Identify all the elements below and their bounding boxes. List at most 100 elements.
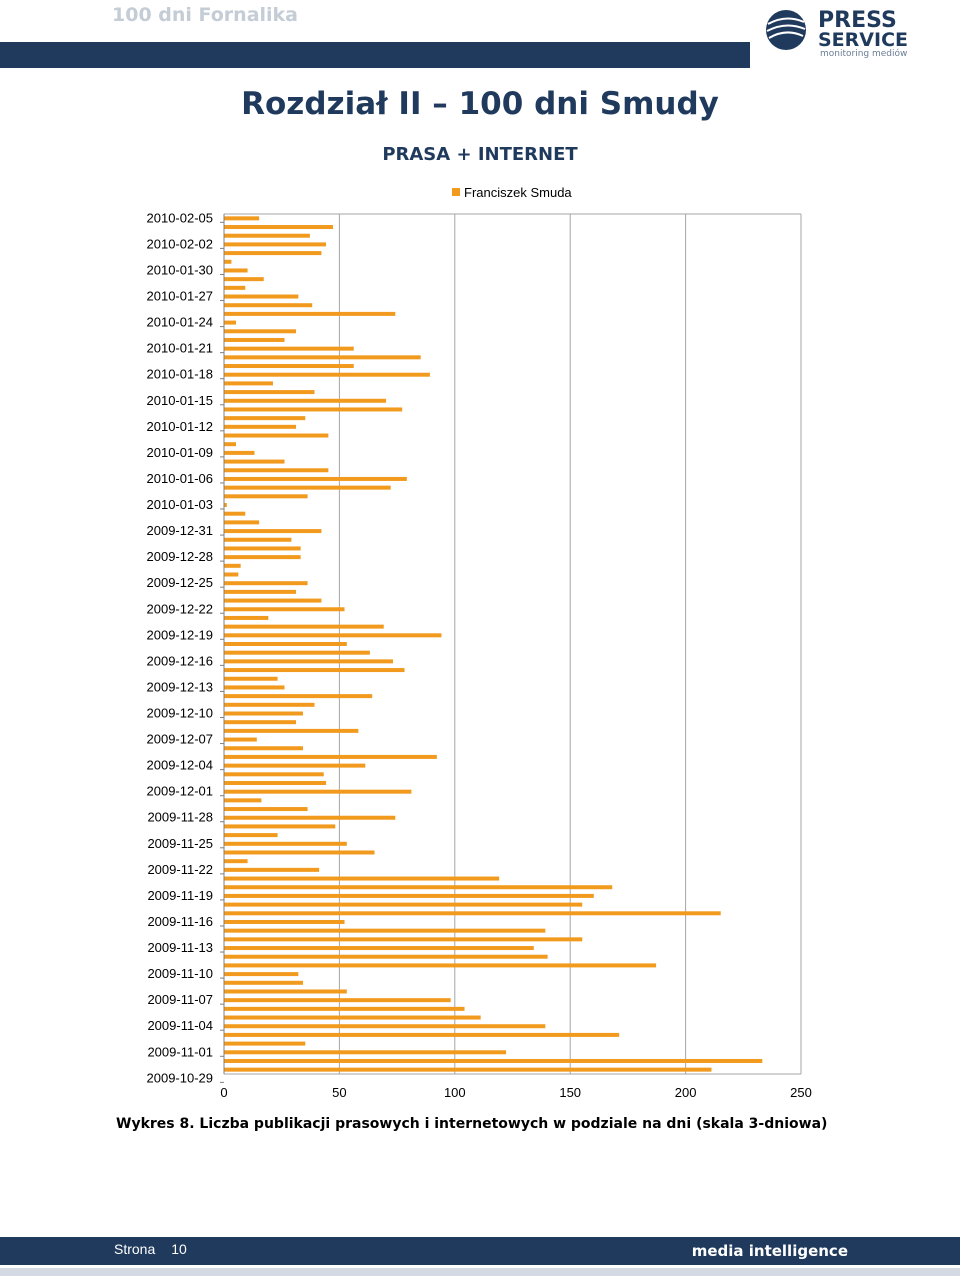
bar <box>224 615 269 620</box>
bar <box>224 676 278 681</box>
bar <box>224 346 354 351</box>
bar <box>224 633 442 638</box>
bar <box>224 754 437 759</box>
footer-brand: media intelligence <box>691 1242 848 1260</box>
y-tick-label: 2010-01-12 <box>147 419 214 434</box>
bar <box>224 954 548 959</box>
y-tick-label: 2010-01-24 <box>147 315 214 330</box>
bar <box>224 737 257 742</box>
chart-labels: 0 50 100 150 200 250 2010-02-05 2010-02-02 2010-… <box>147 210 812 1100</box>
x-tick-label: 150 <box>559 1085 581 1100</box>
bar <box>224 902 583 907</box>
y-tick-label: 2010-01-30 <box>147 262 214 277</box>
y-tick-label: 2009-11-28 <box>147 810 213 825</box>
x-tick-label: 0 <box>220 1085 227 1100</box>
footer-page-indicator: Strona 10 <box>114 1241 187 1257</box>
y-tick-label: 2009-12-16 <box>147 653 214 668</box>
chart-legend: Franciszek Smuda <box>452 185 572 200</box>
bar <box>224 919 345 924</box>
bar <box>224 242 327 247</box>
logo-text-press: PRESS <box>818 8 897 33</box>
bar <box>224 450 255 455</box>
bar <box>224 1032 620 1037</box>
y-tick-label: 2009-11-07 <box>147 992 213 1007</box>
bar <box>224 294 299 299</box>
bar <box>224 1058 763 1063</box>
bar <box>224 416 306 421</box>
bar <box>224 989 347 994</box>
bar <box>224 833 278 838</box>
press-service-logo: PRESS SERVICE monitoring mediów <box>766 8 908 59</box>
bar <box>224 789 412 794</box>
bar <box>224 893 594 898</box>
header-bar <box>0 42 750 68</box>
bar <box>224 702 315 707</box>
bar <box>224 668 405 673</box>
bar <box>224 311 396 316</box>
bar <box>224 876 500 881</box>
y-tick-label: 2009-11-04 <box>147 1018 213 1033</box>
bar <box>224 607 345 612</box>
y-tick-label: 2009-11-19 <box>147 888 213 903</box>
bar <box>224 225 333 230</box>
bar <box>224 476 407 481</box>
y-tick-label: 2010-01-03 <box>147 497 214 512</box>
y-tick-label: 2009-12-01 <box>147 784 214 799</box>
bar <box>224 320 237 325</box>
x-tick-label: 50 <box>332 1085 346 1100</box>
bar <box>224 928 546 933</box>
bar <box>224 815 396 820</box>
bar <box>224 937 583 942</box>
bar <box>224 1050 507 1055</box>
bar <box>224 824 336 829</box>
bar <box>224 251 322 256</box>
bar <box>224 494 308 499</box>
bar <box>224 398 387 403</box>
bar <box>224 268 248 273</box>
y-tick-label: 2009-12-10 <box>147 705 214 720</box>
bar <box>224 1015 481 1020</box>
bar <box>224 728 359 733</box>
bar <box>224 285 246 290</box>
footer-page-number: 10 <box>171 1241 187 1257</box>
footer-line <box>0 1268 960 1276</box>
y-tick-label: 2009-11-16 <box>147 914 213 929</box>
y-tick-label: 2009-12-31 <box>147 523 214 538</box>
bar <box>224 364 354 369</box>
bar <box>224 720 297 725</box>
bar <box>224 911 721 916</box>
bar <box>224 598 322 603</box>
bar <box>224 1024 546 1029</box>
bar <box>224 329 297 334</box>
bar <box>224 407 403 412</box>
bar <box>224 1067 712 1072</box>
y-tick-label: 2009-12-22 <box>147 601 214 616</box>
bar <box>224 503 227 508</box>
bar <box>224 711 303 716</box>
bar <box>224 946 534 951</box>
bar <box>224 650 370 655</box>
bar <box>224 772 324 777</box>
bar <box>224 390 315 395</box>
bar <box>224 468 329 473</box>
chart-title: PRASA + INTERNET <box>382 144 578 165</box>
y-tick-label: 2009-10-29 <box>147 1070 214 1085</box>
bar <box>224 442 237 447</box>
logo-text-service: SERVICE <box>818 29 908 51</box>
logo-globe-icon <box>766 10 806 50</box>
y-tick-label: 2009-12-13 <box>147 679 214 694</box>
y-tick-label: 2009-12-28 <box>147 549 214 564</box>
bar <box>224 529 322 534</box>
footer-page-label: Strona <box>114 1241 156 1257</box>
legend-swatch <box>452 188 460 196</box>
y-tick-label: 2010-02-05 <box>147 210 214 225</box>
bar <box>224 572 239 577</box>
bar <box>224 624 384 629</box>
bar <box>224 659 393 664</box>
bar <box>224 485 391 490</box>
chart-caption: Wykres 8. Liczba publikacji prasowych i … <box>116 1116 828 1132</box>
y-tick-label: 2009-11-25 <box>147 836 213 851</box>
bar <box>224 277 264 282</box>
x-tick-label: 100 <box>444 1085 466 1100</box>
bar <box>224 563 241 568</box>
